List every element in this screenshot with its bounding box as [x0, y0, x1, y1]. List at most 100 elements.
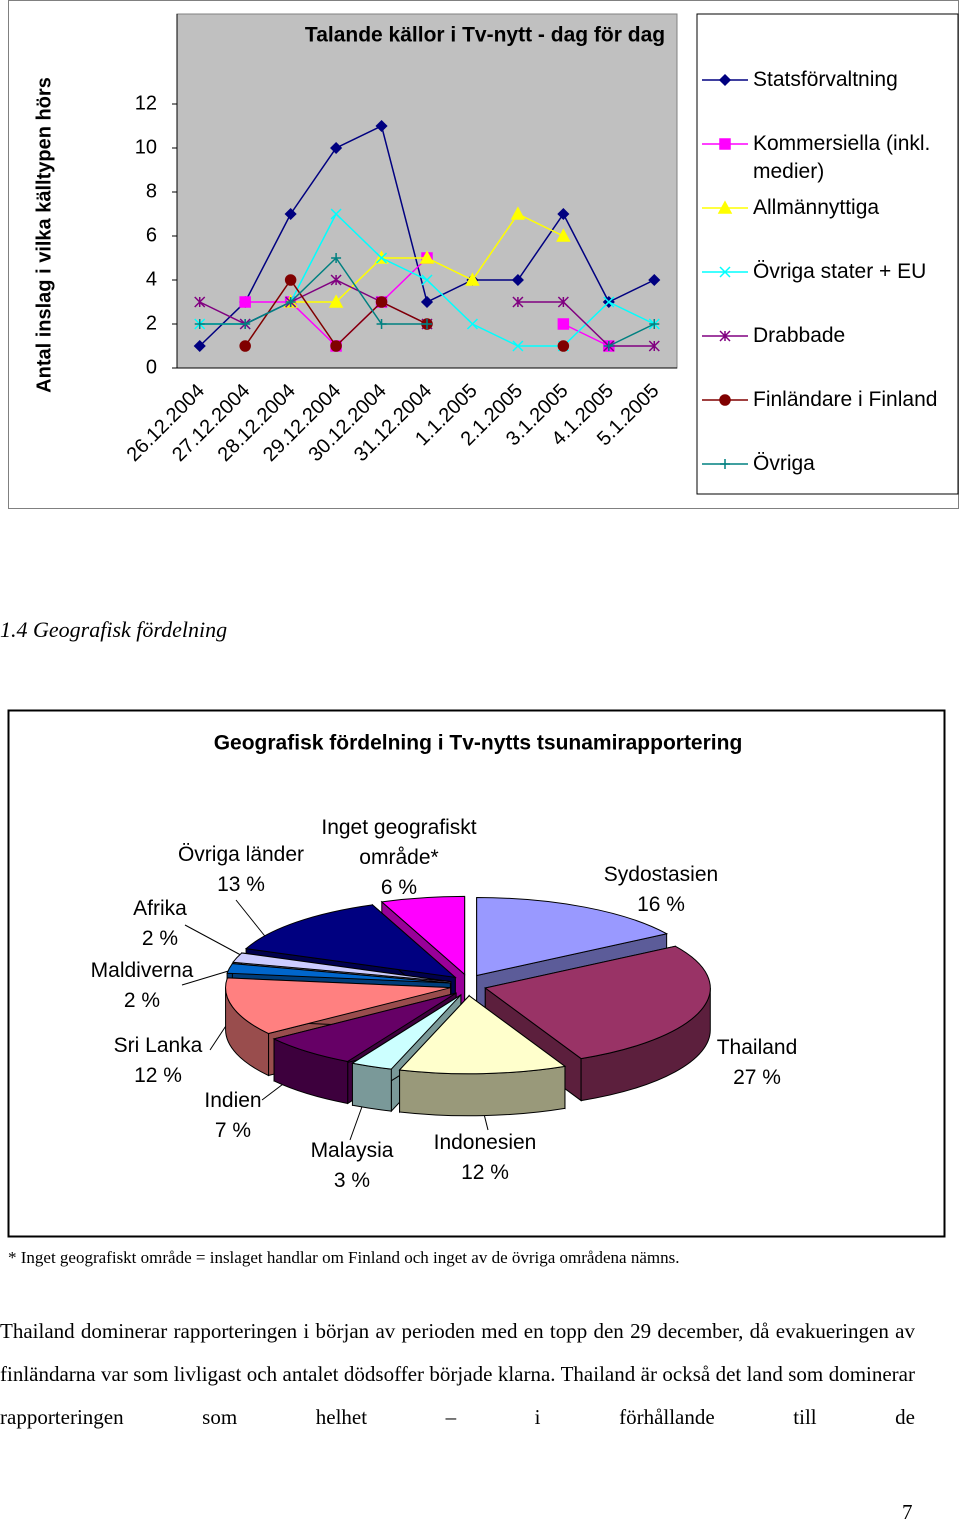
pie-slice	[232, 952, 451, 983]
pie-slice	[484, 945, 711, 1060]
marker	[719, 266, 731, 278]
y-tick-label: 8	[146, 180, 157, 202]
y-tick-label: 6	[146, 224, 157, 246]
pie-label: Inget geografiskt område* 6 %	[309, 813, 489, 903]
y-tick-label: 2	[146, 312, 157, 334]
section-heading: 1.4 Geografisk fördelning	[0, 617, 228, 642]
footnote: * Inget geografiskt område = inslaget ha…	[8, 1248, 680, 1267]
y-axis-title: Antal inslag i vilka källtypen hörs	[33, 77, 55, 393]
pie-label: Afrika 2 %	[50, 894, 270, 954]
legend-label: Statsförvaltning	[753, 66, 953, 94]
marker	[330, 274, 342, 286]
series	[194, 253, 660, 351]
slice-name: Thailand	[716, 1036, 798, 1059]
leader-line	[184, 924, 251, 961]
slice-name: Afrika	[133, 897, 187, 920]
marker	[557, 296, 569, 308]
legend-text: Kommersiella (inkl. medier)	[753, 132, 931, 183]
slice-name: Malaysia	[310, 1139, 394, 1162]
marker	[718, 73, 732, 87]
marker	[557, 207, 570, 221]
pie-label: Maldiverna 2 %	[32, 956, 252, 1016]
marker	[512, 340, 524, 352]
legend-text: Övriga	[753, 452, 815, 475]
pie-slice	[225, 977, 451, 1035]
slice-value: 2 %	[123, 989, 161, 1012]
pie-slice	[398, 995, 567, 1075]
legend-text: Statsförvaltning	[753, 68, 898, 91]
slice-name: Indien	[204, 1089, 262, 1112]
marker	[512, 296, 524, 308]
legend-label: Kommersiella (inkl. medier)	[753, 130, 953, 186]
marker	[285, 297, 296, 307]
slice-value: 16 %	[637, 893, 685, 916]
slice-value: 13 %	[217, 873, 265, 896]
legend-text: Drabbade	[753, 324, 846, 347]
marker	[330, 141, 343, 155]
marker	[511, 273, 524, 287]
legend-label: Övriga stater + EU	[753, 258, 953, 286]
slice	[398, 994, 567, 1117]
marker	[330, 340, 342, 352]
marker	[420, 295, 434, 309]
plot-area	[176, 13, 678, 369]
series-line	[199, 256, 655, 347]
legend-label: Finländare i Finland	[753, 386, 953, 414]
pie-label: Sydostasien 16 %	[551, 860, 771, 920]
slice-name: Inget geografiskt område*	[321, 816, 477, 869]
marker	[194, 319, 205, 329]
legend-text: Övriga stater + EU	[753, 260, 927, 283]
slice-value: 27 %	[733, 1066, 781, 1089]
marker	[648, 340, 660, 352]
page-number: 7	[902, 1500, 913, 1524]
pie-slice	[351, 994, 462, 1070]
marker	[284, 207, 297, 221]
marker	[422, 319, 432, 329]
marker	[284, 274, 297, 286]
pie-label: Sri Lanka 12 %	[48, 1031, 268, 1091]
slice-value: 12 %	[134, 1064, 182, 1087]
pie-label: Malaysia 3 %	[242, 1136, 462, 1196]
marker	[465, 272, 480, 286]
marker	[717, 200, 733, 214]
chart-title: Talande källor i Tv-nytt - dag för dag	[305, 24, 665, 47]
marker	[375, 296, 388, 308]
chart-title: Geografisk fördelning i Tv-nytts tsunami…	[214, 732, 743, 755]
marker	[239, 340, 251, 352]
pie-slice	[244, 904, 457, 979]
marker	[193, 339, 206, 353]
legend-text: Finländare i Finland	[753, 388, 938, 411]
marker	[376, 252, 388, 264]
slice-value: 12 %	[461, 1161, 509, 1184]
marker	[419, 250, 435, 264]
marker	[720, 459, 730, 469]
marker	[466, 318, 478, 330]
marker	[648, 273, 661, 287]
marker	[421, 274, 433, 286]
y-tick-label: 10	[135, 136, 157, 158]
marker	[239, 296, 251, 308]
legend-text: Allmännyttiga	[753, 196, 880, 219]
pie-label: Övriga länder 13 %	[131, 840, 351, 900]
y-tick-label: 4	[146, 268, 157, 290]
marker	[510, 206, 526, 220]
pie-label: Indien 7 %	[123, 1086, 343, 1146]
pie-slice	[226, 963, 451, 984]
slice-name: Övriga länder	[177, 843, 305, 866]
marker	[719, 394, 731, 406]
legend-box	[696, 13, 959, 495]
slice-name: Sri Lanka	[113, 1034, 203, 1057]
pie-slice	[272, 992, 457, 1062]
y-tick-label: 0	[146, 356, 157, 378]
slice-value: 3 %	[333, 1169, 371, 1192]
legend-label: Allmännyttiga	[753, 194, 953, 222]
marker	[194, 296, 206, 308]
marker	[603, 296, 615, 308]
pie-label: Indonesien 12 %	[375, 1128, 595, 1188]
marker	[556, 228, 571, 242]
marker	[719, 330, 731, 342]
marker	[328, 294, 344, 308]
marker	[603, 341, 614, 351]
marker	[376, 319, 387, 329]
